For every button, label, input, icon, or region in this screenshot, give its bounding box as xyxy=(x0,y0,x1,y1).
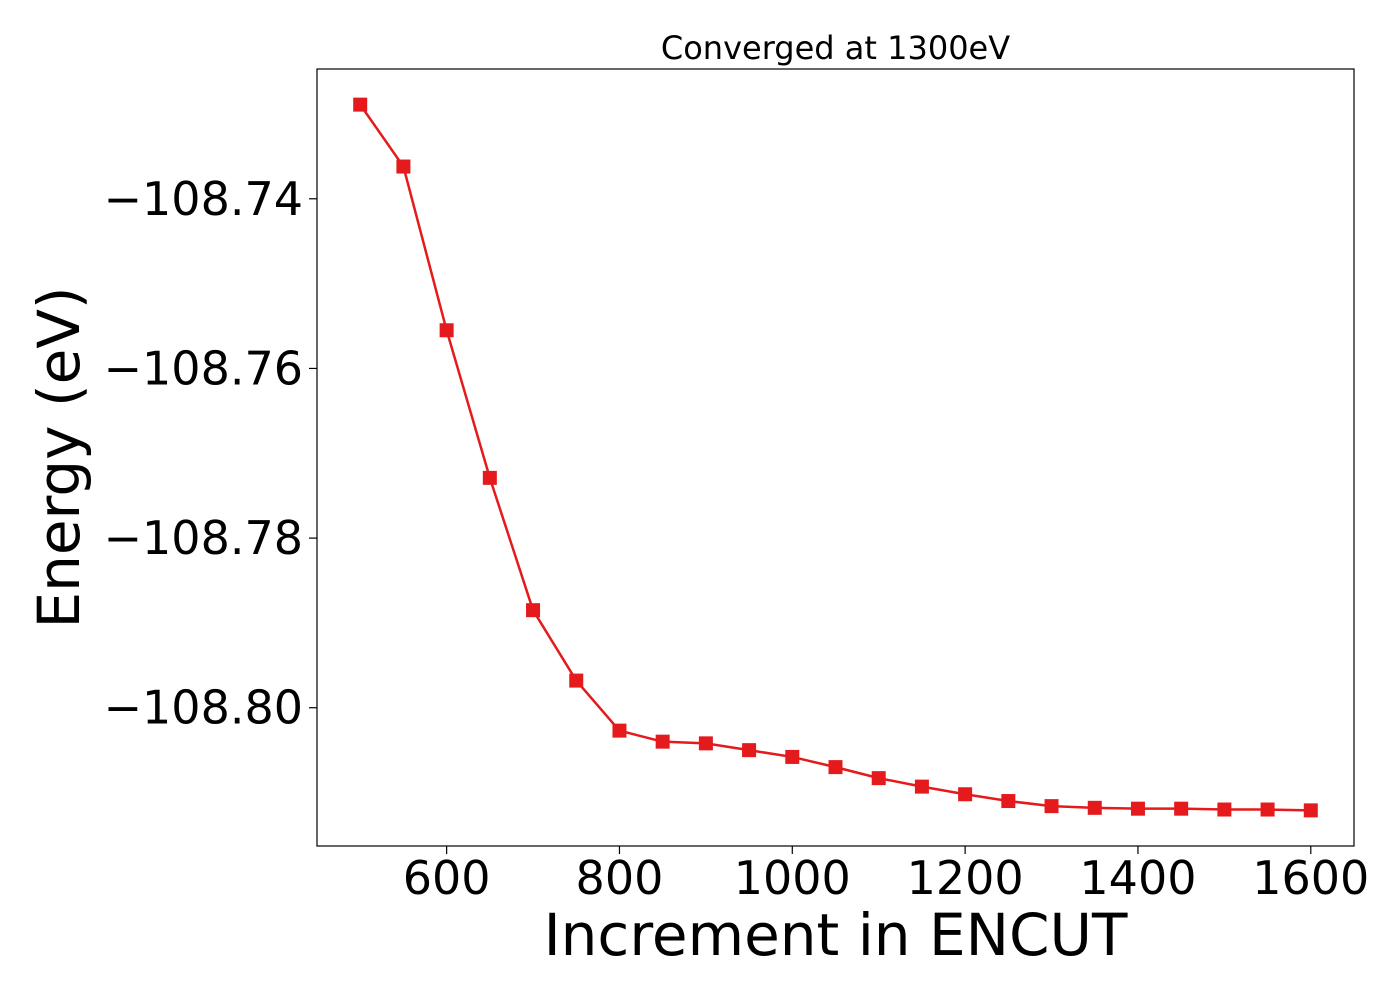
data-point-marker xyxy=(1001,794,1016,809)
x-tick-label: 1200 xyxy=(907,851,1024,905)
x-tick-label: 1000 xyxy=(734,851,851,905)
data-point-marker xyxy=(958,787,973,802)
data-point-marker xyxy=(1174,801,1189,816)
data-point-marker xyxy=(1130,801,1145,816)
data-point-marker xyxy=(828,760,843,775)
data-point-marker xyxy=(742,743,757,758)
x-tick-label: 1400 xyxy=(1079,851,1196,905)
data-point-marker xyxy=(1217,802,1232,817)
data-point-marker xyxy=(482,470,497,485)
plot-area-frame xyxy=(316,68,1355,847)
x-tick-label: 800 xyxy=(576,851,664,905)
data-point-marker xyxy=(439,323,454,338)
data-point-marker xyxy=(655,734,670,749)
data-point-marker xyxy=(1087,800,1102,815)
data-point-marker xyxy=(612,723,627,738)
series-layer xyxy=(353,97,1318,818)
chart-title: Converged at 1300eV xyxy=(661,29,1010,67)
data-point-marker xyxy=(353,97,368,112)
x-axis-label: Increment in ENCUT xyxy=(544,901,1128,969)
y-tick-label: −108.76 xyxy=(104,341,304,395)
y-tick-label: −108.80 xyxy=(104,681,304,735)
data-point-marker xyxy=(871,771,886,786)
data-point-marker xyxy=(569,673,584,688)
data-point-marker xyxy=(1303,803,1318,818)
y-axis-ticks: −108.74 −108.76 −108.78 −108.80 xyxy=(104,172,317,735)
x-tick-label: 600 xyxy=(403,851,491,905)
series-line xyxy=(359,103,1311,812)
data-point-marker xyxy=(1260,802,1275,817)
data-point-marker xyxy=(396,159,411,174)
y-tick-label: −108.74 xyxy=(104,172,304,226)
x-axis-ticks: 600 800 1000 1200 1400 1600 xyxy=(403,846,1369,905)
data-point-marker xyxy=(914,779,929,794)
y-axis-label: Energy (eV) xyxy=(25,286,93,628)
data-point-marker xyxy=(698,736,713,751)
x-tick-label: 1600 xyxy=(1252,851,1369,905)
data-point-marker xyxy=(526,603,541,618)
y-tick-label: −108.78 xyxy=(104,511,304,565)
data-point-marker xyxy=(1044,799,1059,814)
data-point-marker xyxy=(785,749,800,764)
